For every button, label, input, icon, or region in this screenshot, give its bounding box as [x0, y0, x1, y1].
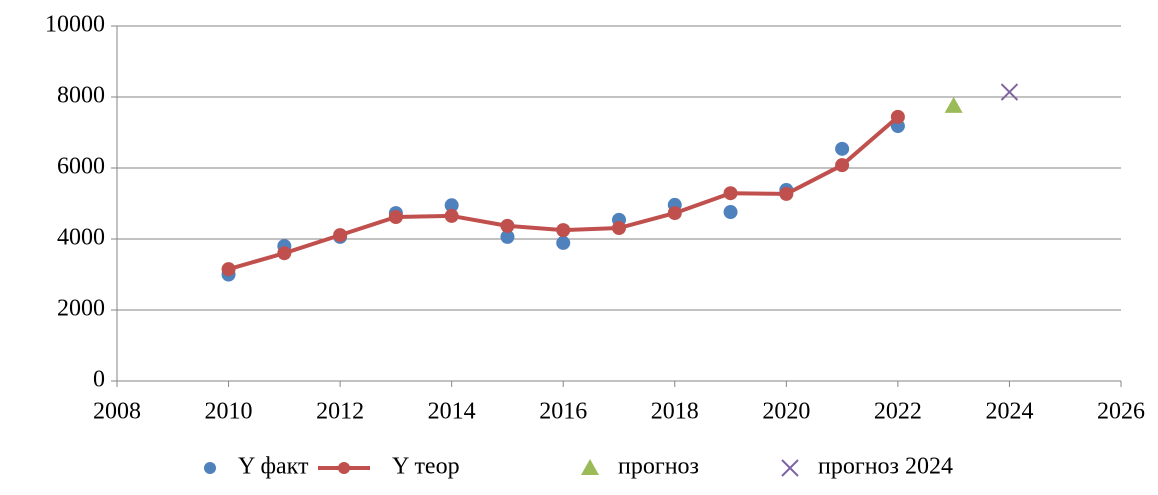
legend-item: Y теор: [318, 454, 460, 480]
marker: [944, 96, 963, 113]
marker: [581, 459, 599, 475]
marker: [444, 208, 459, 223]
y-tick-label: 6000: [57, 154, 105, 180]
x-tick-label: 2008: [93, 399, 141, 425]
marker: [723, 186, 738, 201]
legend-label: Y факт: [238, 454, 309, 480]
marker: [556, 223, 571, 238]
marker: [277, 246, 292, 261]
y-tick-label: 10000: [45, 12, 105, 38]
marker: [667, 206, 682, 221]
y-tick-label: 0: [93, 367, 105, 393]
x-tick-label: 2024: [985, 399, 1033, 425]
marker: [556, 235, 571, 250]
y-tick-label: 8000: [57, 83, 105, 109]
legend-item: Y факт: [204, 454, 309, 480]
legend-label: Y теор: [392, 454, 460, 480]
marker: [333, 228, 348, 243]
marker: [388, 209, 403, 224]
marker: [835, 158, 850, 173]
legend-item: прогноз 2024: [781, 454, 953, 480]
y-tick-label: 2000: [57, 296, 105, 322]
marker: [890, 109, 905, 124]
x-tick-label: 2018: [651, 399, 699, 425]
marker: [723, 205, 738, 220]
x-tick-label: 2014: [428, 399, 476, 425]
x-tick-label: 2016: [539, 399, 587, 425]
x-tick-label: 2010: [205, 399, 253, 425]
marker: [221, 262, 236, 277]
x-tick-label: 2026: [1097, 399, 1145, 425]
marker: [781, 459, 799, 477]
marker: [500, 229, 515, 244]
marker: [779, 186, 794, 201]
marker: [835, 141, 850, 156]
x-tick-label: 2022: [874, 399, 922, 425]
marker: [1000, 83, 1019, 101]
marker: [612, 220, 626, 235]
legend-label: прогноз: [618, 454, 699, 480]
marker: [444, 198, 459, 213]
marker: [204, 462, 216, 474]
legend-item: прогноз: [581, 454, 699, 480]
legend-label: прогноз 2024: [818, 454, 953, 480]
x-tick-label: 2012: [316, 399, 364, 425]
x-tick-label: 2020: [762, 399, 810, 425]
marker: [500, 218, 515, 233]
y-tick-label: 4000: [57, 225, 105, 251]
marker: [338, 462, 350, 474]
